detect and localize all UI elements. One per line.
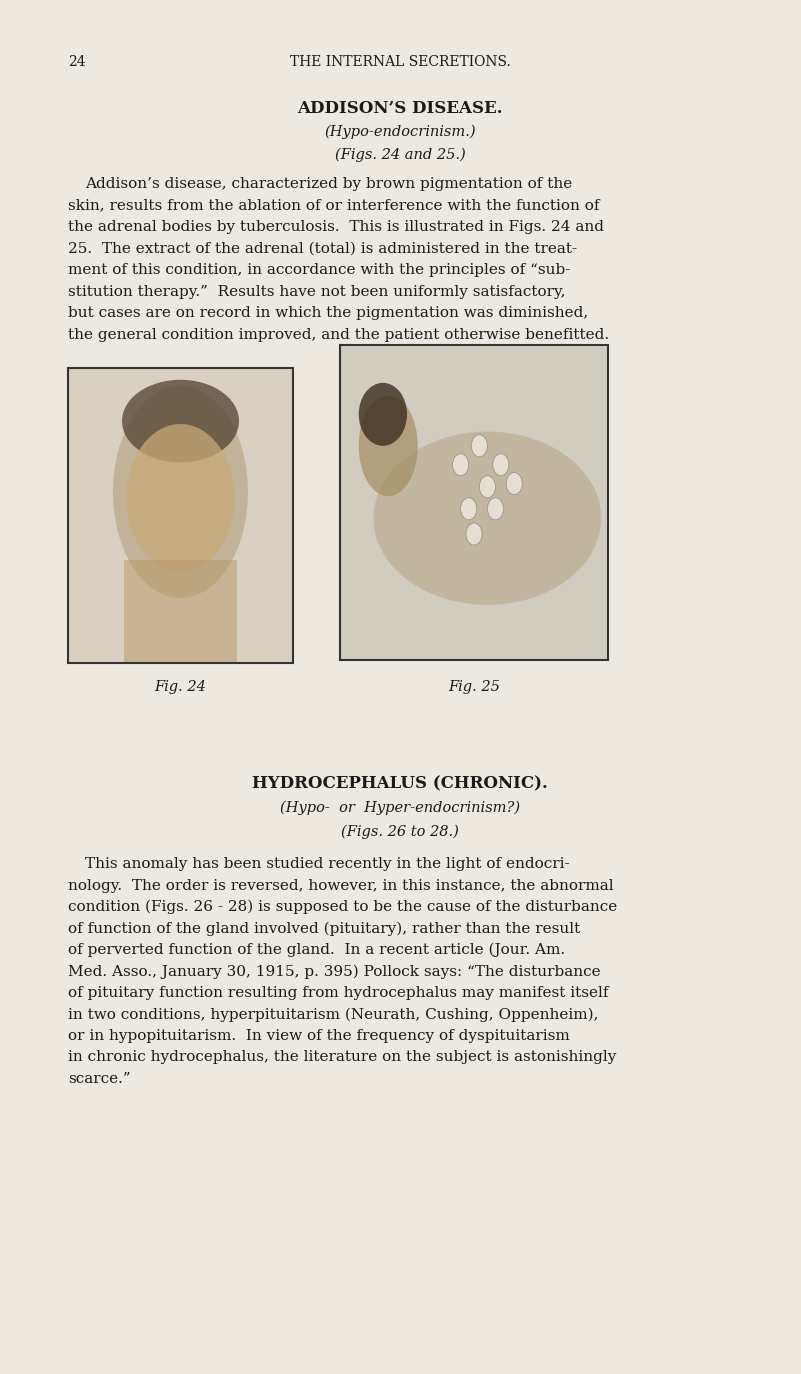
- Text: condition (Figs. 26 - 28) is supposed to be the cause of the disturbance: condition (Figs. 26 - 28) is supposed to…: [68, 900, 618, 914]
- Text: the general condition improved, and the patient otherwise benefitted.: the general condition improved, and the …: [68, 327, 609, 342]
- Text: (Figs. 24 and 25.): (Figs. 24 and 25.): [335, 148, 465, 162]
- Bar: [69, 370, 292, 662]
- Text: skin, results from the ablation of or interference with the function of: skin, results from the ablation of or in…: [68, 198, 599, 213]
- Text: Fig. 25: Fig. 25: [448, 680, 500, 694]
- Text: Med. Asso., January 30, 1915, p. 395) Pollock says: “The disturbance: Med. Asso., January 30, 1915, p. 395) Po…: [68, 965, 601, 978]
- Ellipse shape: [471, 434, 487, 456]
- Text: Fig. 24: Fig. 24: [155, 680, 207, 694]
- Ellipse shape: [359, 396, 417, 496]
- Ellipse shape: [453, 453, 469, 475]
- Text: (Hypo-endocrinism.): (Hypo-endocrinism.): [324, 125, 476, 139]
- Text: (Hypo-  or  Hyper-endocrinism?): (Hypo- or Hyper-endocrinism?): [280, 801, 520, 815]
- Bar: [68, 368, 293, 664]
- Ellipse shape: [487, 497, 504, 519]
- Ellipse shape: [461, 497, 477, 519]
- Text: of function of the gland involved (pituitary), rather than the result: of function of the gland involved (pitui…: [68, 922, 580, 936]
- Text: ADDISON’S DISEASE.: ADDISON’S DISEASE.: [297, 100, 503, 117]
- Bar: [68, 368, 293, 664]
- Ellipse shape: [479, 475, 496, 497]
- Text: HYDROCEPHALUS (CHRONIC).: HYDROCEPHALUS (CHRONIC).: [252, 775, 548, 791]
- Ellipse shape: [122, 379, 239, 463]
- Text: of pituitary function resulting from hydrocephalus may manifest itself: of pituitary function resulting from hyd…: [68, 987, 609, 1000]
- Ellipse shape: [113, 386, 248, 598]
- Text: THE INTERNAL SECRETIONS.: THE INTERNAL SECRETIONS.: [290, 55, 510, 69]
- Text: stitution therapy.”  Results have not been uniformly satisfactory,: stitution therapy.” Results have not bee…: [68, 284, 566, 298]
- Bar: [340, 345, 608, 660]
- Text: Addison’s disease, characterized by brown pigmentation of the: Addison’s disease, characterized by brow…: [85, 177, 572, 191]
- Text: in two conditions, hyperpituitarism (Neurath, Cushing, Oppenheim),: in two conditions, hyperpituitarism (Neu…: [68, 1007, 598, 1022]
- Text: (Figs. 26 to 28.): (Figs. 26 to 28.): [341, 824, 459, 840]
- Bar: [124, 559, 237, 664]
- Text: This anomaly has been studied recently in the light of endocri-: This anomaly has been studied recently i…: [85, 857, 570, 871]
- Text: nology.  The order is reversed, however, in this instance, the abnormal: nology. The order is reversed, however, …: [68, 878, 614, 893]
- Text: or in hypopituitarism.  In view of the frequency of dyspituitarism: or in hypopituitarism. In view of the fr…: [68, 1029, 570, 1043]
- Ellipse shape: [506, 473, 522, 495]
- Ellipse shape: [373, 431, 602, 605]
- Ellipse shape: [493, 453, 509, 475]
- Text: 24: 24: [68, 55, 86, 69]
- Bar: [341, 346, 607, 660]
- Text: in chronic hydrocephalus, the literature on the subject is astonishingly: in chronic hydrocephalus, the literature…: [68, 1051, 617, 1065]
- Text: ment of this condition, in accordance with the principles of “sub-: ment of this condition, in accordance wi…: [68, 262, 570, 278]
- Text: but cases are on record in which the pigmentation was diminished,: but cases are on record in which the pig…: [68, 306, 588, 320]
- Text: the adrenal bodies by tuberculosis.  This is illustrated in Figs. 24 and: the adrenal bodies by tuberculosis. This…: [68, 220, 604, 234]
- Ellipse shape: [466, 523, 482, 545]
- Ellipse shape: [127, 425, 235, 572]
- Text: 25.  The extract of the adrenal (total) is administered in the treat-: 25. The extract of the adrenal (total) i…: [68, 242, 578, 256]
- Text: scarce.”: scarce.”: [68, 1072, 131, 1085]
- Ellipse shape: [359, 383, 407, 445]
- Text: of perverted function of the gland.  In a recent article (Jour. Am.: of perverted function of the gland. In a…: [68, 943, 566, 958]
